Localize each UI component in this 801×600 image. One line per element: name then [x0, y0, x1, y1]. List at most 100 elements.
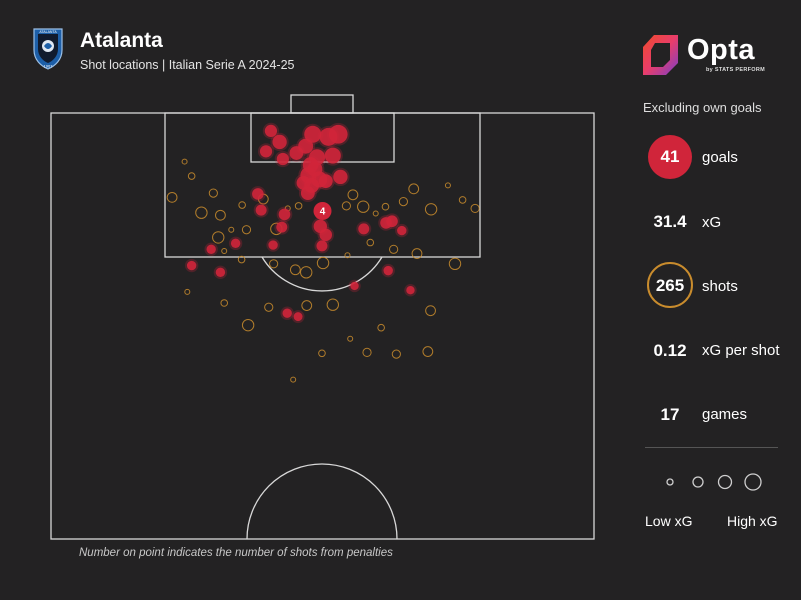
- shot-point: [377, 323, 385, 332]
- shot-point: [341, 201, 351, 211]
- centre-circle: [246, 463, 398, 540]
- shot-point: [411, 248, 423, 259]
- shot-point: [424, 203, 438, 216]
- legend-size-low: [666, 478, 674, 486]
- shots-badge: [647, 262, 693, 308]
- atalanta-crest-icon: ATALANTA 1907: [33, 28, 63, 70]
- page-title: Atalanta: [80, 29, 163, 52]
- shot-point: [318, 349, 326, 358]
- shot-point: [381, 202, 390, 211]
- goal-point: [350, 281, 359, 291]
- goal-point: [358, 223, 370, 235]
- shot-point: [301, 300, 313, 311]
- crest-year: 1907: [44, 64, 54, 69]
- shot-point: [294, 202, 303, 210]
- penalty-count-label: 4: [320, 206, 326, 217]
- games-value: 17: [660, 405, 680, 424]
- legend-low-label: Low xG: [645, 513, 693, 529]
- shot-point: [241, 318, 255, 332]
- opta-byline: by STATS PERFORM: [706, 67, 765, 73]
- shot-point: [444, 182, 451, 189]
- shot-point: [408, 183, 420, 195]
- goal-point: [319, 228, 333, 242]
- shot-point: [357, 200, 370, 213]
- goal-point: [276, 152, 289, 166]
- shot-point: [238, 201, 246, 209]
- shot-point: [372, 210, 379, 217]
- shot-point: [212, 231, 225, 244]
- goal-point: [328, 124, 348, 144]
- shot-point: [391, 349, 401, 359]
- goal-point: [186, 260, 197, 271]
- legend-size-high: [744, 473, 762, 491]
- shot-point: [389, 244, 399, 254]
- goal-point: [206, 244, 216, 255]
- shot-point: [215, 209, 226, 221]
- shot-point: [184, 288, 191, 295]
- goal-point: [318, 174, 333, 189]
- shot-point: [344, 252, 351, 259]
- shot-point: [220, 299, 229, 307]
- page-subtitle: Shot locations | Italian Serie A 2024-25: [80, 58, 295, 72]
- xg-label: xG: [702, 214, 722, 231]
- goal-point: [397, 225, 407, 236]
- xg-size-legend: [666, 473, 762, 491]
- goal-point: [230, 238, 241, 249]
- goal-point: [255, 204, 267, 216]
- shot-point: [300, 266, 313, 279]
- goal-point: [324, 147, 341, 164]
- shot-point: [316, 256, 330, 270]
- goal-point: [316, 240, 328, 252]
- crest-text: ATALANTA: [39, 30, 57, 34]
- shot-point: [181, 158, 188, 165]
- shot-point: [187, 172, 196, 180]
- goal-point: [386, 215, 398, 228]
- goal-point: [264, 124, 278, 138]
- xg-per-shot-value: 0.12: [653, 341, 687, 360]
- penalty-marker: 4: [313, 201, 332, 220]
- shot-point: [208, 188, 218, 198]
- goal-point: [272, 134, 287, 150]
- goal-point: [252, 188, 264, 200]
- goal-point: [276, 221, 288, 233]
- shot-point: [289, 264, 301, 276]
- shot-point: [425, 305, 436, 317]
- shot-point: [269, 259, 279, 269]
- shot-point: [221, 248, 228, 255]
- goal-point: [383, 265, 393, 276]
- shot-point: [264, 302, 274, 312]
- shot-point: [195, 206, 208, 219]
- shots-layer: [166, 158, 480, 383]
- legend-high-label: High xG: [727, 513, 778, 529]
- shot-point: [362, 347, 372, 358]
- shots-value: 265: [655, 276, 685, 295]
- goals-label: goals: [702, 149, 738, 166]
- opta-logo-icon: [643, 35, 678, 75]
- shot-point: [448, 257, 462, 271]
- goal-point: [259, 145, 273, 158]
- footnote: Number on point indicates the number of …: [79, 547, 393, 559]
- goal-point: [333, 169, 348, 185]
- goal-point: [300, 186, 315, 201]
- goals-layer: [184, 122, 417, 324]
- shots-label: shots: [702, 278, 738, 295]
- shot-point: [347, 335, 354, 342]
- legend-size-medium-high: [717, 474, 733, 490]
- shot-point: [237, 255, 246, 264]
- stats-divider: [645, 447, 778, 448]
- opta-wordmark: Opta: [687, 34, 756, 66]
- pitch-lines: [50, 94, 595, 540]
- goal-point: [406, 286, 415, 295]
- shot-point: [347, 189, 359, 201]
- goal-point: [289, 146, 304, 160]
- shot-point: [326, 298, 340, 311]
- shot-point: [470, 203, 480, 214]
- games-label: games: [702, 406, 748, 423]
- goal-point: [268, 240, 278, 250]
- goal-point: [278, 208, 291, 221]
- shot-point: [241, 225, 252, 235]
- shot-point: [422, 346, 434, 357]
- goals-value: 41: [660, 147, 680, 166]
- penalty-arc: [261, 256, 383, 292]
